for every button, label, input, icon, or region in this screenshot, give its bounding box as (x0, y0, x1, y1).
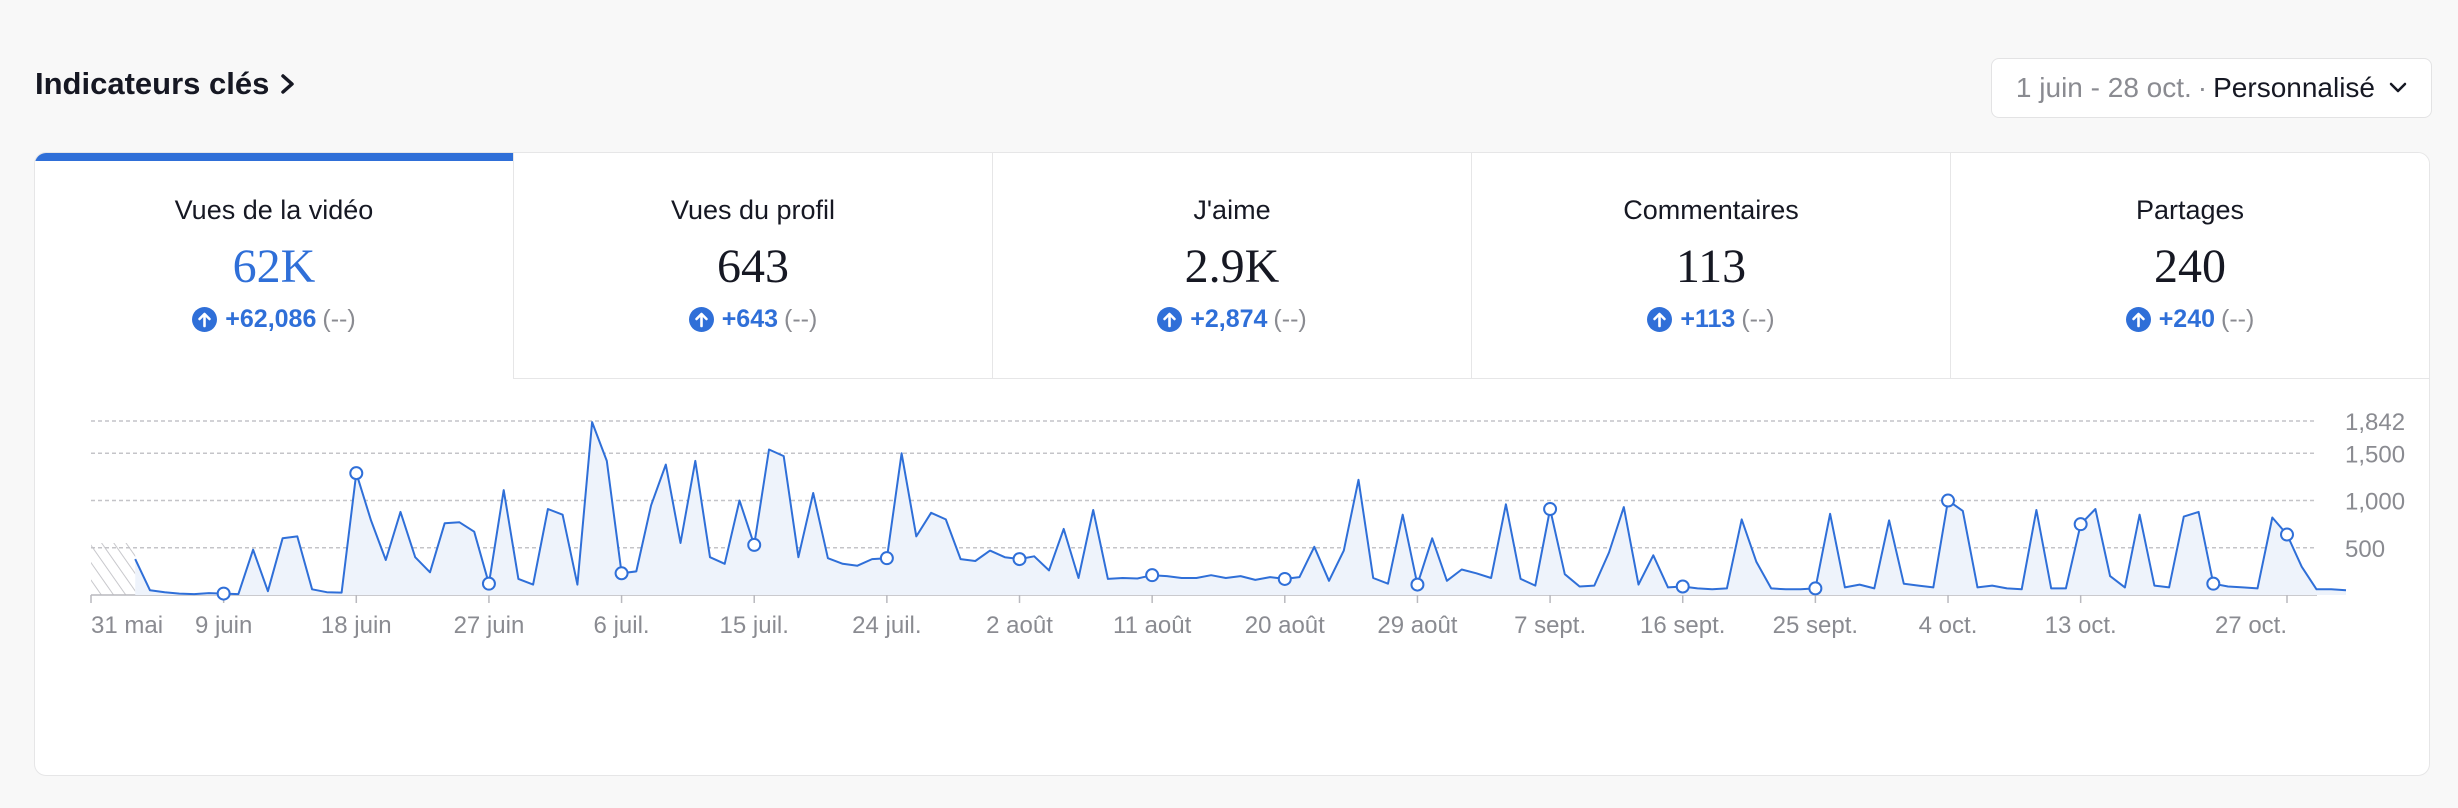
chevron-right-icon (281, 74, 295, 94)
page-title: Indicateurs clés (35, 66, 270, 101)
metric-tabs: Vues de la vidéo 62K +62,086 (--) Vues d… (35, 153, 2429, 379)
x-tick-label: 20 août (1245, 612, 1325, 639)
x-tick-label: 9 juin (195, 612, 252, 639)
metric-delta: +62,086 (--) (35, 305, 513, 334)
x-tick-label: 27 oct. (2215, 612, 2287, 639)
series-line (134, 421, 2347, 596)
x-tick-label: 7 sept. (1514, 612, 1586, 639)
tab-video-views[interactable]: Vues de la vidéo 62K +62,086 (--) (35, 153, 513, 379)
metric-delta: +2,874 (--) (993, 305, 1471, 334)
x-tick-label: 25 sept. (1773, 612, 1858, 639)
delta-compare: (--) (1273, 305, 1307, 333)
delta-value: +240 (2158, 305, 2215, 333)
x-tick-label: 6 juil. (594, 612, 650, 639)
metric-value: 113 (1675, 240, 1747, 293)
delta-compare: (--) (2221, 305, 2255, 333)
date-range-mode: Personnalisé (2213, 72, 2375, 103)
delta-value: +113 (1680, 305, 1736, 333)
key-metrics-header: Indicateurs clés 1 juin - 28 oct. · Pers… (35, 58, 2432, 120)
delta-compare: (--) (784, 305, 818, 333)
date-range-text: 1 juin - 28 oct. (2015, 72, 2192, 103)
metric-label: J'aime (1193, 195, 1271, 225)
date-range-selector[interactable]: 1 juin - 28 oct. · Personnalisé (1990, 58, 2432, 118)
y-tick-label: 1,842 (2345, 409, 2405, 436)
data-point-marker (1543, 502, 1558, 517)
x-tick-label: 27 juin (454, 612, 525, 639)
data-point-marker (1808, 581, 1823, 596)
metric-label: Vues de la vidéo (174, 195, 374, 225)
arrow-up-circle-icon (1157, 307, 1183, 332)
metric-value: 62K (232, 240, 316, 293)
x-tick-label: 2 août (986, 612, 1053, 639)
data-point-marker (614, 566, 629, 581)
x-tick-label: 4 oct. (1919, 612, 1978, 639)
delta-compare: (--) (322, 305, 356, 333)
x-tick-label: 15 juil. (720, 612, 789, 639)
area-fill (135, 422, 2347, 595)
x-tick-label: 24 juil. (852, 612, 921, 639)
delta-value: +643 (721, 305, 778, 333)
data-point-marker (1410, 577, 1425, 592)
video-views-chart: 1,842 1,500 1,000 500 31 mai 9 juin 18 juin 27 … (90, 409, 2405, 639)
metric-delta: +240 (--) (1951, 305, 2429, 334)
data-point-marker (1941, 493, 1956, 508)
metric-label: Partages (2135, 195, 2245, 225)
arrow-up-circle-icon (688, 307, 714, 332)
data-point-marker (1277, 571, 1292, 586)
metrics-card: Vues de la vidéo 62K +62,086 (--) Vues d… (34, 152, 2430, 776)
arrow-up-circle-icon (2125, 307, 2151, 332)
data-point-marker (349, 466, 364, 481)
data-point-marker (2073, 517, 2088, 532)
no-data-hatch (91, 543, 136, 595)
metric-value: 240 (2154, 240, 2226, 293)
data-point-marker (2206, 576, 2221, 591)
metric-delta: +643 (--) (514, 305, 992, 334)
data-point-marker (1675, 579, 1690, 594)
arrow-up-circle-icon (1647, 307, 1673, 332)
x-tick-label: 29 août (1377, 612, 1457, 639)
date-range-separator: · (2197, 72, 2208, 103)
tab-profile-views[interactable]: Vues du profil 643 +643 (--) (513, 153, 992, 379)
metric-label: Vues du profil (670, 195, 836, 225)
chevron-down-icon (2389, 82, 2407, 93)
x-tick-label: 13 oct. (2045, 612, 2117, 639)
data-point-marker (2280, 527, 2294, 542)
data-point-marker (481, 576, 496, 591)
data-point-marker (1012, 552, 1027, 567)
y-tick-label: 1,500 (2345, 441, 2405, 468)
key-metrics-title-link[interactable]: Indicateurs clés (35, 66, 297, 102)
data-point-marker (747, 537, 762, 552)
data-point-marker (1145, 568, 1160, 583)
data-point-marker (879, 551, 894, 566)
x-tick-label: 11 août (1113, 612, 1192, 639)
y-tick-label: 500 (2345, 536, 2385, 563)
delta-compare: (--) (1741, 305, 1775, 333)
data-point-marker (216, 586, 231, 601)
x-tick-label: 31 mai (91, 612, 163, 639)
metric-value: 643 (717, 240, 789, 293)
arrow-up-circle-icon (192, 307, 218, 332)
metric-label: Commentaires (1623, 195, 1799, 225)
metric-delta: +113 (--) (1472, 305, 1950, 334)
x-tick-label: 16 sept. (1640, 612, 1725, 639)
tab-likes[interactable]: J'aime 2.9K +2,874 (--) (992, 153, 1471, 379)
tab-shares[interactable]: Partages 240 +240 (--) (1950, 153, 2429, 379)
y-tick-label: 1,000 (2345, 489, 2405, 516)
x-tick-label: 18 juin (321, 612, 392, 639)
metric-value: 2.9K (1184, 240, 1280, 293)
delta-value: +2,874 (1190, 305, 1268, 333)
delta-value: +62,086 (225, 305, 317, 333)
tab-comments[interactable]: Commentaires 113 +113 (--) (1471, 153, 1950, 379)
